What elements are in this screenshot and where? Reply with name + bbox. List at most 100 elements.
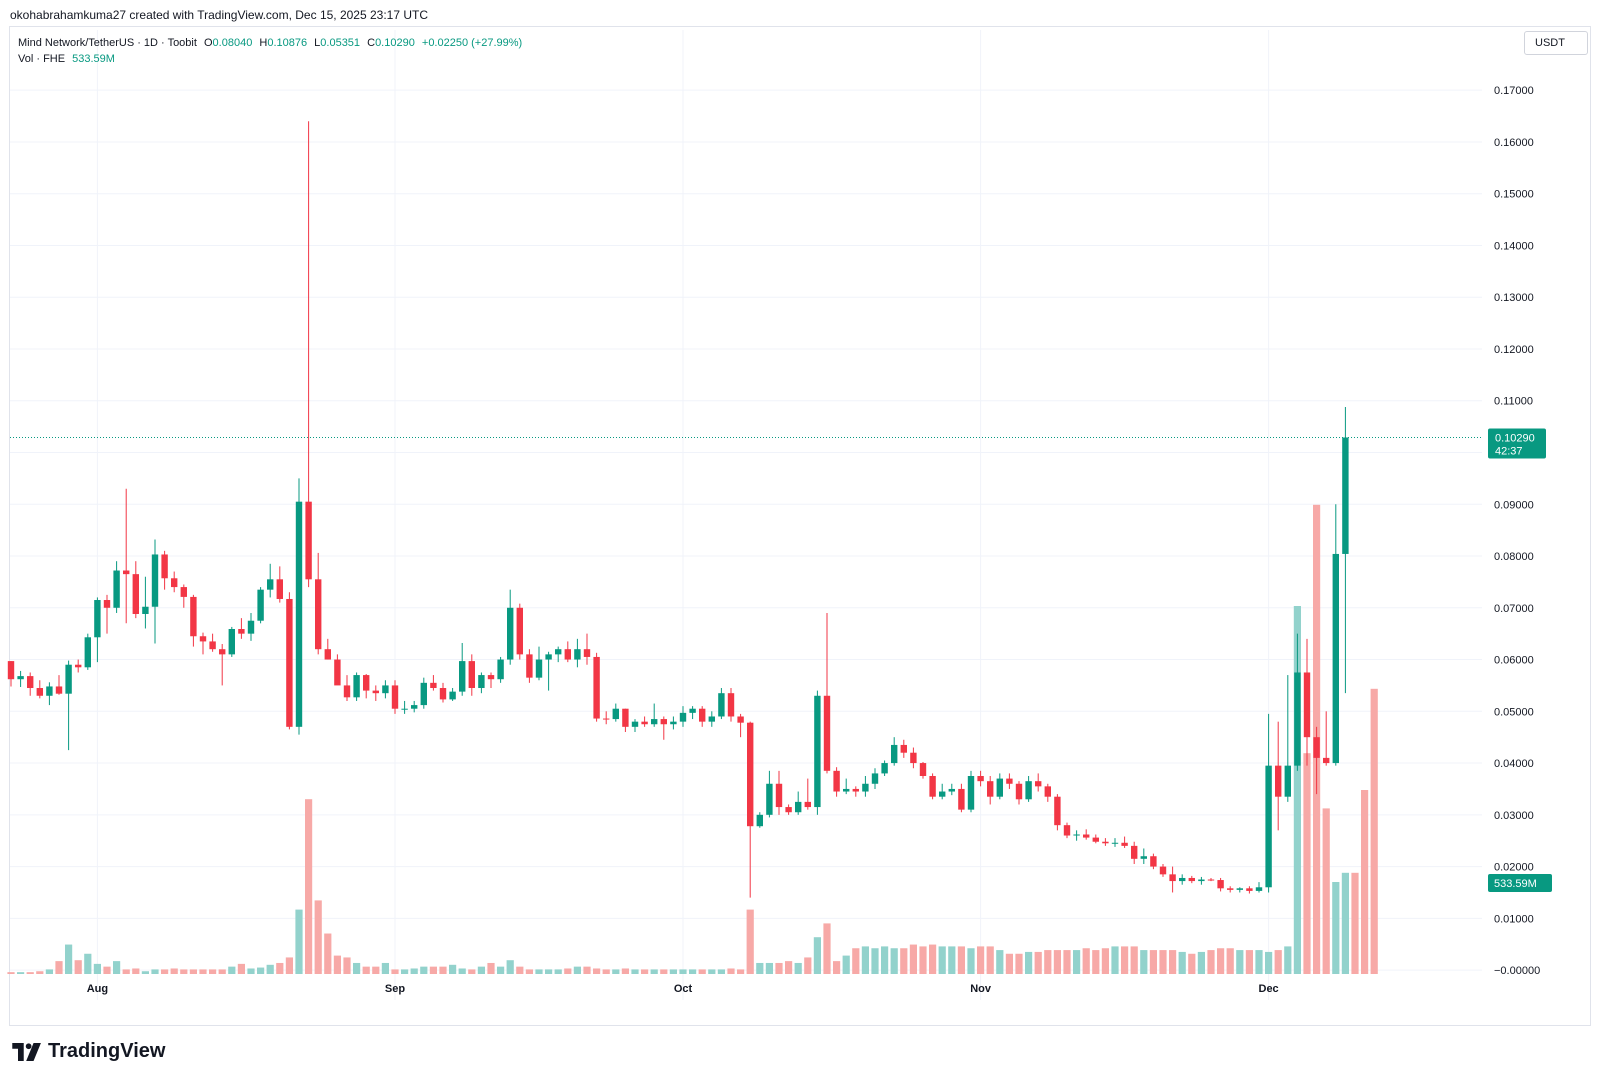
volume-bar xyxy=(545,969,553,974)
candle-body xyxy=(276,579,283,599)
volume-bar xyxy=(314,900,322,974)
candle-body xyxy=(36,688,43,696)
candle-body xyxy=(391,685,399,709)
volume-bar xyxy=(871,948,879,974)
volume-bar xyxy=(986,946,994,974)
candle-body xyxy=(286,598,293,727)
volume-bar xyxy=(141,971,149,974)
volume-bar xyxy=(36,971,44,974)
candle-body xyxy=(660,719,667,725)
volume-bar xyxy=(948,946,956,974)
candle-body xyxy=(651,719,658,725)
change-value: +0.02250 (+27.99%) xyxy=(421,37,523,49)
volume-bar xyxy=(199,969,207,974)
volume-bar xyxy=(497,966,505,974)
volume-bar xyxy=(1370,688,1378,974)
low-label: L xyxy=(314,37,321,49)
tradingview-logo-icon xyxy=(12,1042,41,1061)
candle-body xyxy=(833,770,840,792)
volume-bar xyxy=(929,944,937,974)
candle-body xyxy=(324,649,331,660)
volume-bar xyxy=(247,968,255,974)
candle-body xyxy=(631,721,639,727)
volume-bar xyxy=(660,969,668,974)
candle-body xyxy=(977,776,984,782)
volume-label: Vol · FHE xyxy=(18,53,66,65)
candle-body xyxy=(1294,672,1301,766)
candle-body xyxy=(622,708,629,727)
candle-body xyxy=(804,801,811,808)
candle-body xyxy=(305,501,312,580)
candle-body xyxy=(295,501,303,727)
volume-bar xyxy=(1140,950,1148,974)
volume-bar xyxy=(641,969,649,974)
volume-bar xyxy=(938,946,946,974)
volume-bar xyxy=(794,962,802,974)
volume-bar xyxy=(103,966,111,974)
volume-bar xyxy=(1130,946,1138,974)
candle-body xyxy=(238,629,245,634)
volume-bar xyxy=(305,799,313,974)
price-tick-label: 0.16000 xyxy=(1494,137,1534,149)
candle-body xyxy=(583,649,591,657)
price-tick-label: 0.08000 xyxy=(1494,551,1534,563)
candle-body xyxy=(171,578,178,588)
time-axis: Aug Sep Oct Nov Dec xyxy=(87,983,1279,995)
volume-bar xyxy=(84,953,92,974)
volume-bar xyxy=(1236,950,1244,974)
tradingview-logo[interactable]: TradingView xyxy=(12,1040,165,1063)
volume-bar xyxy=(1073,950,1081,974)
time-tick-label: Nov xyxy=(970,983,992,995)
candle-body xyxy=(151,554,159,607)
candle-body xyxy=(113,570,120,608)
volume-bar xyxy=(977,946,985,974)
candle-body xyxy=(17,676,24,680)
candle-body xyxy=(756,814,763,827)
volume-bar xyxy=(343,957,351,974)
candle-body xyxy=(1063,825,1071,836)
volume-bar xyxy=(756,962,764,974)
candle-body xyxy=(1246,888,1253,891)
candle-body xyxy=(1083,834,1090,838)
volume-bar xyxy=(506,960,514,974)
last-price-value: 0.10290 xyxy=(1495,432,1535,444)
volume-bar xyxy=(55,961,63,974)
candle-body xyxy=(1342,437,1349,554)
volume-bar xyxy=(1178,951,1186,974)
candle-body xyxy=(1227,888,1234,890)
volume-bar xyxy=(996,950,1004,974)
currency-selector-button[interactable]: USDT xyxy=(1524,31,1588,55)
candle-body xyxy=(1332,553,1339,764)
candle-body xyxy=(420,682,427,706)
candle-body xyxy=(900,744,907,753)
price-axis: 0.17000 0.16000 0.15000 0.14000 0.13000 0.120… xyxy=(1494,85,1540,977)
price-tick-label: 0.15000 xyxy=(1494,189,1534,201)
candle-body xyxy=(1313,737,1320,758)
candle-body xyxy=(1015,783,1023,800)
symbol-label: Mind Network/TetherUS · 1D · Toobit xyxy=(18,37,197,49)
candle-body xyxy=(94,600,101,638)
volume-bar xyxy=(439,966,447,974)
price-tick-label: 0.12000 xyxy=(1494,344,1534,356)
candle-body xyxy=(507,607,514,660)
volume-bar xyxy=(218,969,226,974)
volume-bar xyxy=(487,962,495,974)
chart-legend: Mind Network/TetherUS · 1D · Toobit O0.0… xyxy=(18,35,522,67)
volume-bar xyxy=(276,962,284,974)
candle-body xyxy=(1217,880,1224,889)
volume-bar xyxy=(285,957,293,974)
close-value: 0.10290 xyxy=(375,37,415,49)
candle-body xyxy=(555,649,562,655)
volume-bar xyxy=(381,962,389,974)
candle-body xyxy=(871,773,879,784)
volume-bar xyxy=(727,968,735,974)
volume-bar xyxy=(516,966,524,974)
candle-body xyxy=(641,721,648,725)
volume-bar xyxy=(689,969,697,974)
candle-body xyxy=(7,661,15,680)
volume-bar xyxy=(1293,606,1301,974)
candle-body xyxy=(843,788,850,792)
candle-body xyxy=(209,641,216,650)
